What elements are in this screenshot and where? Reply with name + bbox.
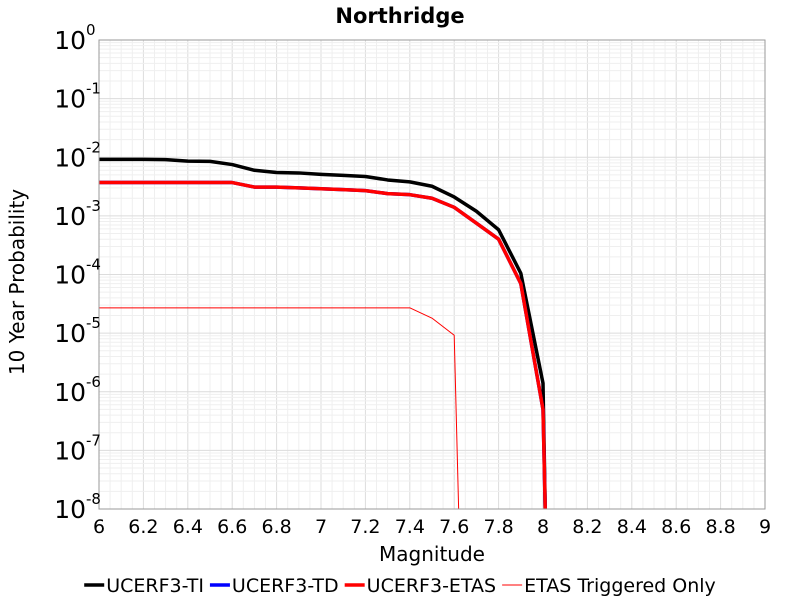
x-tick-label: 9 xyxy=(759,516,771,538)
x-tick-label: 7.8 xyxy=(483,516,513,538)
y-tick-base: 10 xyxy=(54,378,86,407)
legend-label: ETAS Triggered Only xyxy=(524,575,716,597)
y-tick-exponent: -2 xyxy=(86,138,101,156)
y-tick-exponent: 0 xyxy=(86,21,96,39)
x-tick-label: 8.2 xyxy=(572,516,602,538)
series-line-etas-triggered-only xyxy=(99,307,460,509)
x-tick-label: 6.4 xyxy=(173,516,203,538)
y-tick-base: 10 xyxy=(54,85,86,114)
grid-lines xyxy=(98,39,766,510)
x-tick-label: 7 xyxy=(315,516,327,538)
x-tick-label: 6.8 xyxy=(261,516,291,538)
y-tick-label: 10 -2 xyxy=(54,138,101,172)
y-tick-label: 10 -4 xyxy=(54,256,101,290)
x-tick-label: 8.6 xyxy=(661,516,691,538)
x-tick-label: 6.6 xyxy=(217,516,247,538)
y-tick-base: 10 xyxy=(54,319,86,348)
y-axis-label: 10 Year Probability xyxy=(5,189,29,375)
y-tick-label: 10 -6 xyxy=(54,373,101,407)
chart-title: Northridge xyxy=(335,4,464,28)
y-tick-label: 10 -8 xyxy=(54,490,101,524)
x-axis-label: Magnitude xyxy=(379,542,485,566)
y-tick-exponent: -1 xyxy=(86,80,101,98)
y-tick-base: 10 xyxy=(54,143,86,172)
x-tick-label: 6 xyxy=(93,516,105,538)
x-tick-label: 8 xyxy=(537,516,549,538)
legend: UCERF3-TI UCERF3-TD UCERF3-ETAS ETAS Trigge… xyxy=(84,575,716,597)
y-tick-label: 10 -7 xyxy=(54,431,101,465)
legend-label: UCERF3-TI xyxy=(106,575,204,597)
x-tick-label: 8.8 xyxy=(705,516,735,538)
x-axis-ticks: 6 6.2 6.4 6.6 6.8 7 7.2 7.4 7.6 7.8 8 8.2 8.4 8.6 8.8 9 xyxy=(93,516,771,538)
y-tick-exponent: -5 xyxy=(86,314,101,332)
y-tick-label: 10 -5 xyxy=(54,314,101,348)
y-tick-base: 10 xyxy=(54,26,86,55)
x-tick-label: 6.2 xyxy=(128,516,158,538)
series-line-ucerf3-ti xyxy=(99,157,547,509)
y-tick-base: 10 xyxy=(54,261,86,290)
y-tick-exponent: -6 xyxy=(86,373,101,391)
y-tick-base: 10 xyxy=(54,495,86,524)
series-line-ucerf3-etas xyxy=(99,180,547,509)
legend-label: UCERF3-TD xyxy=(232,575,339,597)
y-tick-base: 10 xyxy=(54,436,86,465)
y-tick-exponent: -8 xyxy=(86,490,101,508)
x-tick-label: 7.4 xyxy=(395,516,425,538)
x-tick-label: 7.6 xyxy=(439,516,469,538)
series-lines xyxy=(99,157,547,509)
y-tick-base: 10 xyxy=(54,202,86,231)
x-tick-label: 8.4 xyxy=(617,516,647,538)
y-tick-label: 10 -3 xyxy=(54,197,101,231)
legend-label: UCERF3-ETAS xyxy=(367,575,496,597)
y-tick-exponent: -4 xyxy=(86,256,101,274)
x-tick-label: 7.2 xyxy=(350,516,380,538)
y-tick-exponent: -3 xyxy=(86,197,101,215)
y-tick-exponent: -7 xyxy=(86,431,101,449)
y-tick-label: 10 0 xyxy=(54,21,95,55)
y-tick-label: 10 -1 xyxy=(54,80,101,114)
plot-area-frame xyxy=(98,39,766,510)
